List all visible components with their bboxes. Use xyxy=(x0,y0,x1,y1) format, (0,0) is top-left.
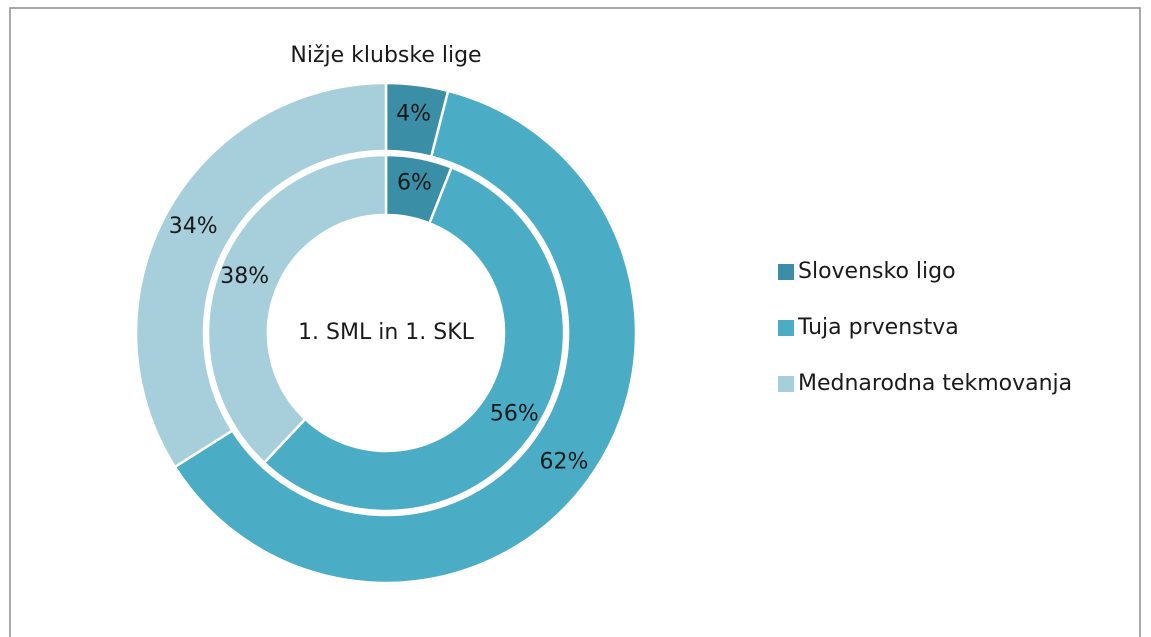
donut-slice xyxy=(206,153,388,465)
donut-slice xyxy=(134,81,388,469)
data-label: 4% xyxy=(396,102,431,127)
data-label: 62% xyxy=(540,449,589,474)
legend-label: Tuja prvenstva xyxy=(797,315,959,340)
outer-series-name: Nižje klubske lige xyxy=(290,43,481,68)
donut-slice xyxy=(173,89,638,585)
data-label: 38% xyxy=(220,264,269,289)
legend-swatch xyxy=(778,264,794,280)
data-label: 6% xyxy=(397,171,432,196)
legend-swatch xyxy=(778,320,794,336)
legend-swatch xyxy=(778,376,794,392)
legend-label: Mednarodna tekmovanja xyxy=(798,371,1072,396)
data-label: 56% xyxy=(490,401,539,426)
data-label: 34% xyxy=(169,214,218,239)
inner-series-name: 1. SML in 1. SKL xyxy=(298,320,475,345)
legend-label: Slovensko ligo xyxy=(798,259,956,284)
donut-slice xyxy=(262,165,566,513)
